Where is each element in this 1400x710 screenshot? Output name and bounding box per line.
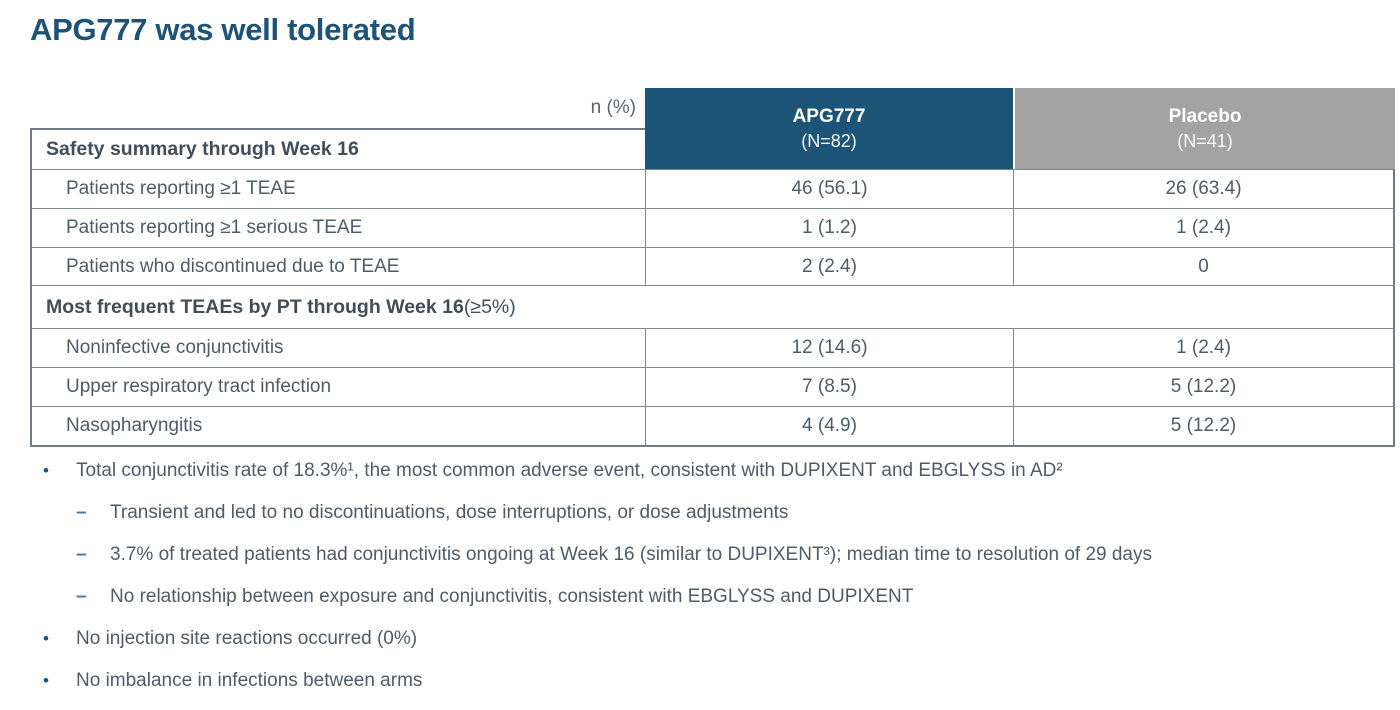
bullet-dot-icon	[30, 458, 76, 484]
row-label: Patients who discontinued due to TEAE	[30, 247, 645, 285]
column-header-apg777: APG777 (N=82)	[645, 88, 1013, 169]
safety-summary-table: n (%) APG777 (N=82) Placebo (N=41) Safet…	[30, 88, 1395, 447]
column-header-apg777-name: APG777	[792, 105, 866, 127]
cell-apg777: 4 (4.9)	[645, 406, 1013, 447]
column-header-apg777-n: (N=82)	[801, 130, 857, 151]
bullet-text: 3.7% of treated patients had conjunctivi…	[110, 544, 1152, 565]
cell-placebo: 5 (12.2)	[1013, 406, 1395, 447]
dash-icon	[30, 584, 110, 610]
sub-bullet-item: No relationship between exposure and con…	[30, 584, 1380, 610]
row-label: Noninfective conjunctivitis	[30, 328, 645, 367]
dash-icon	[30, 500, 110, 526]
cell-placebo: 5 (12.2)	[1013, 367, 1395, 406]
cell-placebo: 1 (2.4)	[1013, 328, 1395, 367]
bullet-text: No injection site reactions occurred (0%…	[76, 628, 418, 649]
bullet-text: No imbalance in infections between arms	[76, 670, 423, 691]
sub-bullet-item: 3.7% of treated patients had conjunctivi…	[30, 542, 1380, 568]
bullet-text: Transient and led to no discontinuations…	[110, 502, 789, 523]
bullet-dot-icon	[30, 668, 76, 694]
row-label: Patients reporting ≥1 serious TEAE	[30, 208, 645, 247]
bullet-text: No relationship between exposure and con…	[110, 586, 914, 607]
dash-icon	[30, 542, 110, 568]
bullet-text: Total conjunctivitis rate of 18.3%¹, the…	[76, 460, 1063, 481]
cell-apg777: 7 (8.5)	[645, 367, 1013, 406]
cell-placebo: 26 (63.4)	[1013, 169, 1395, 208]
cell-placebo: 0	[1013, 247, 1395, 285]
row-label: Nasopharyngitis	[30, 406, 645, 447]
section-header-most-frequent-teaes: Most frequent TEAEs by PT through Week 1…	[30, 285, 1395, 328]
summary-bullet-list: Total conjunctivitis rate of 18.3%¹, the…	[30, 458, 1380, 710]
page-title: APG777 was well tolerated	[30, 12, 416, 47]
bullet-item: No imbalance in infections between arms	[30, 668, 1380, 694]
cell-apg777: 12 (14.6)	[645, 328, 1013, 367]
column-header-placebo-n: (N=41)	[1177, 130, 1233, 151]
bullet-item: No injection site reactions occurred (0%…	[30, 626, 1380, 652]
sub-bullet-item: Transient and led to no discontinuations…	[30, 500, 1380, 526]
cell-placebo: 1 (2.4)	[1013, 208, 1395, 247]
column-header-placebo: Placebo (N=41)	[1013, 88, 1395, 169]
section-header-text: Most frequent TEAEs by PT through Week 1…	[46, 295, 464, 318]
row-label: Patients reporting ≥1 TEAE	[30, 169, 645, 208]
section-header-suffix: (≥5%)	[463, 295, 516, 318]
column-header-placebo-name: Placebo	[1168, 105, 1242, 127]
bullet-item: Total conjunctivitis rate of 18.3%¹, the…	[30, 458, 1380, 484]
cell-apg777: 1 (1.2)	[645, 208, 1013, 247]
section-header-safety-summary: Safety summary through Week 16	[30, 128, 645, 169]
row-label: Upper respiratory tract infection	[30, 367, 645, 406]
cell-apg777: 2 (2.4)	[645, 247, 1013, 285]
table-corner-label: n (%)	[590, 97, 636, 118]
bullet-dot-icon	[30, 626, 76, 652]
cell-apg777: 46 (56.1)	[645, 169, 1013, 208]
